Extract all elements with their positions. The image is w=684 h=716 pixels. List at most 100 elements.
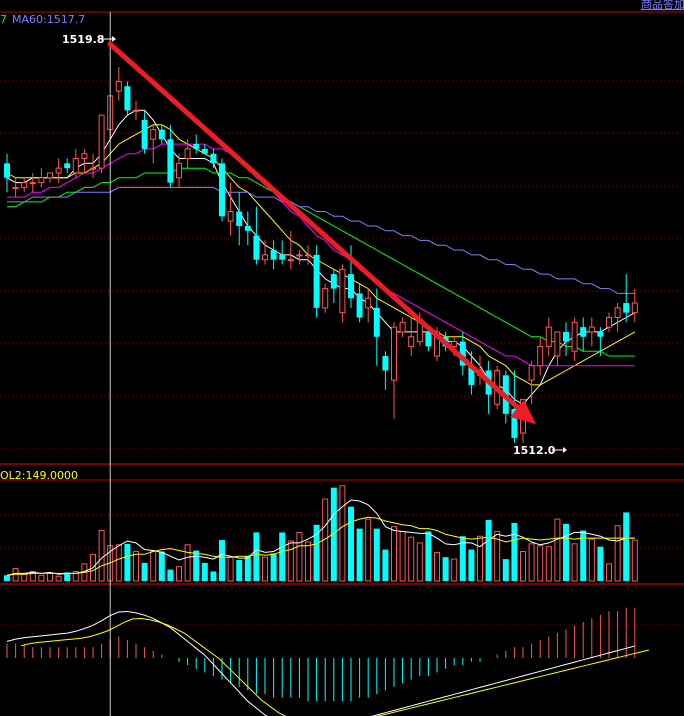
candle-body — [279, 254, 286, 260]
volume-bar — [554, 518, 561, 582]
candle-body — [12, 186, 19, 189]
high-price-annotation: 1519.8 — [62, 33, 104, 46]
candle-body — [184, 148, 191, 160]
volume-bar — [537, 545, 544, 582]
volume-bar — [305, 541, 311, 582]
candle-body — [408, 336, 415, 347]
candle-body — [47, 172, 53, 179]
volume-bar — [64, 572, 71, 581]
volume-bar — [219, 540, 225, 581]
candle-body — [98, 114, 105, 169]
candle-body — [38, 177, 45, 184]
volume-bar — [416, 542, 423, 582]
candle-body — [141, 119, 148, 149]
volume-bar — [184, 544, 191, 582]
candle-body — [563, 331, 569, 342]
candle-body — [64, 163, 71, 169]
candle-body — [330, 274, 337, 289]
volume-bar — [98, 530, 105, 582]
volume-bar — [571, 543, 578, 582]
volume-bar — [296, 531, 303, 582]
candle-body — [253, 235, 260, 260]
volume-bar — [253, 532, 260, 581]
volume-bar — [313, 524, 320, 581]
volume-bar — [563, 523, 569, 581]
volume-bar — [520, 550, 526, 582]
candle-body — [399, 321, 406, 333]
candle-body — [210, 153, 217, 164]
candle-body — [459, 341, 466, 366]
candle-body — [167, 139, 174, 183]
candle-body — [287, 259, 294, 262]
volume-bar — [4, 575, 10, 581]
candle-body — [133, 109, 139, 112]
volume-bar — [167, 569, 174, 581]
candle-body — [313, 254, 320, 308]
volume-bar — [279, 532, 286, 581]
volume-bar — [356, 528, 363, 581]
volume-bar — [150, 550, 157, 582]
candle-body — [322, 288, 329, 309]
candle-body — [545, 326, 552, 347]
volume-bar — [580, 530, 587, 581]
volume-bar — [201, 562, 208, 581]
chart-overlays — [101, 12, 567, 716]
macd-dea-line — [20, 617, 649, 716]
candle-body — [81, 153, 88, 160]
volume-label: OL2:149.0000 — [0, 469, 78, 482]
candle-body — [365, 297, 372, 309]
volume-grid — [0, 479, 684, 625]
candle-body — [554, 331, 561, 357]
volume-bar — [494, 530, 501, 582]
candle-body — [201, 148, 208, 154]
candle-body — [158, 129, 165, 140]
volume-bar — [339, 485, 346, 582]
ma10-line — [6, 124, 636, 386]
candle-body — [21, 182, 28, 188]
volume-bar — [270, 553, 277, 581]
macd-histogram — [6, 607, 649, 716]
volume-bar — [244, 556, 251, 581]
high-pointer-tip — [112, 36, 116, 42]
candle-body — [511, 409, 518, 438]
ma-fragment-label: 7 — [0, 13, 7, 26]
candle-body — [219, 163, 225, 217]
ma5-line — [6, 109, 636, 405]
candle-body — [373, 307, 380, 337]
price-moving-averages — [6, 109, 636, 405]
volume-bar — [451, 558, 458, 582]
price-grid — [0, 11, 684, 465]
candle-body — [4, 163, 10, 178]
volume-bar — [502, 559, 509, 581]
candle-body — [176, 162, 182, 179]
candle-body — [528, 365, 535, 381]
volume-bar — [545, 546, 552, 582]
volume-bar — [193, 550, 200, 581]
volume-bar — [511, 522, 518, 581]
volume-bar — [72, 570, 79, 582]
candle-body — [244, 225, 251, 231]
candle-body — [124, 86, 131, 111]
top-right-link[interactable]: 商品答加 — [641, 0, 684, 11]
candle-body — [451, 341, 458, 347]
volume-bar — [236, 560, 243, 581]
volume-bar — [141, 562, 148, 581]
volume-bar — [365, 518, 372, 582]
candle-body — [425, 331, 432, 347]
low-pointer-tip — [563, 447, 567, 453]
volume-bar — [55, 575, 62, 582]
volume-bar — [399, 530, 406, 582]
candle-body — [296, 254, 303, 257]
volume-bar — [468, 549, 475, 581]
candle-body — [382, 356, 389, 371]
volume-moving-averages — [6, 499, 635, 576]
volume-bar — [442, 557, 449, 581]
volume-bar — [373, 528, 380, 581]
volume-bar — [348, 506, 354, 581]
volume-bar — [124, 543, 131, 581]
ma30-line — [7, 167, 635, 357]
volume-bar — [227, 556, 234, 582]
volume-bar — [528, 543, 535, 582]
price-candles — [4, 66, 638, 443]
